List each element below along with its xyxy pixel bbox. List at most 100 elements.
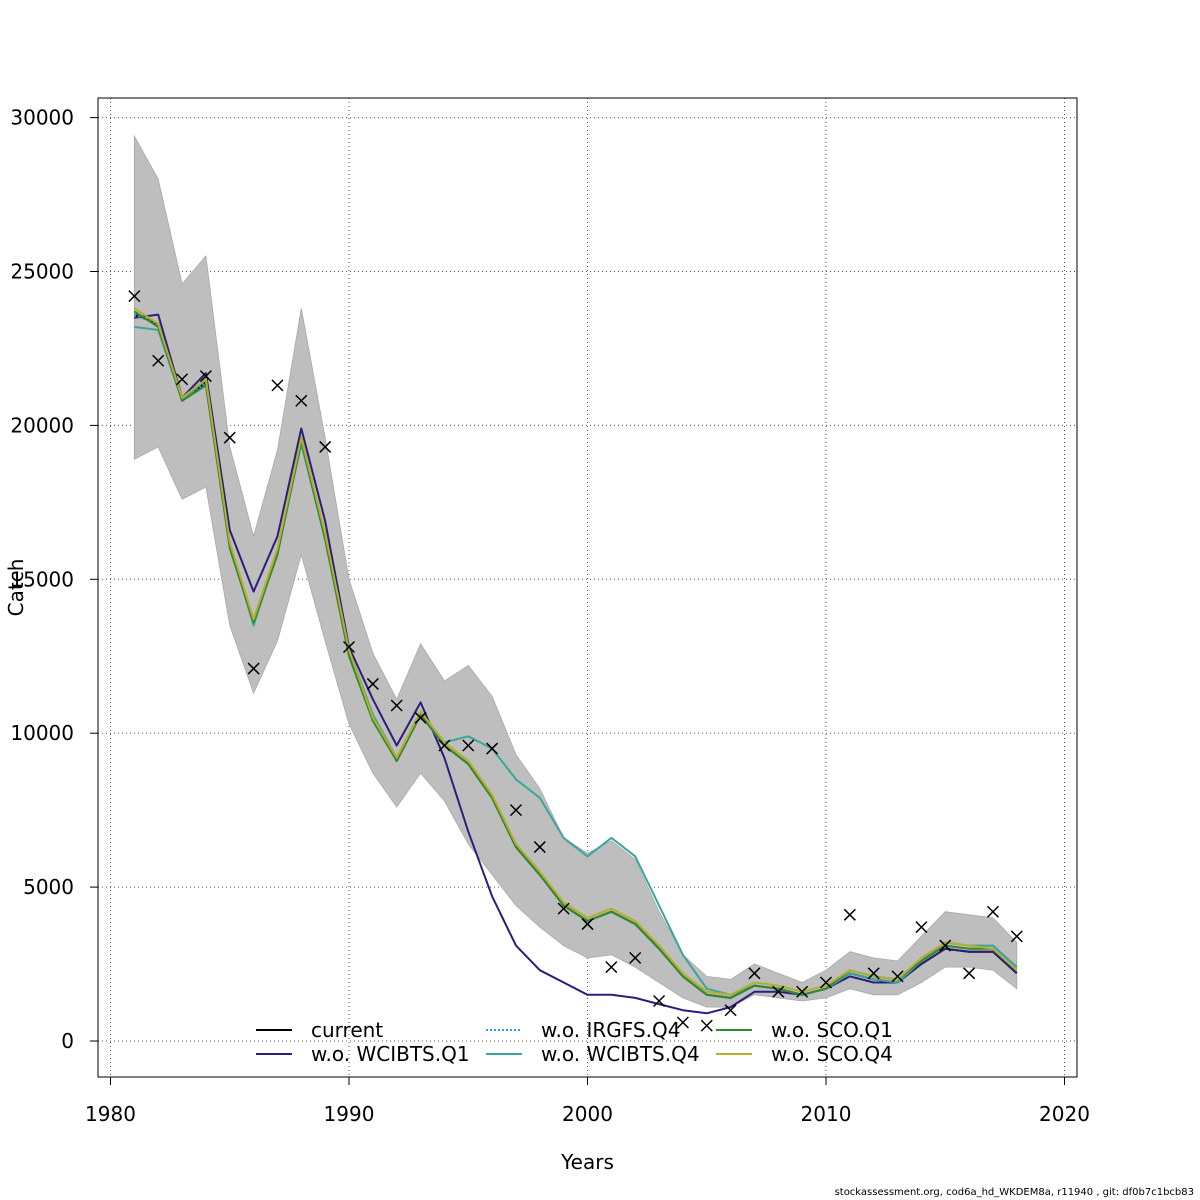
observed-point-stroke: [796, 985, 809, 998]
y-tick-label: 0: [61, 1029, 74, 1053]
observed-point: [629, 951, 642, 964]
y-axis: 0 5000 10000 15000 20000 25000 30000: [10, 106, 99, 1053]
observed-point: [915, 921, 928, 934]
observed-point: [223, 431, 236, 444]
observed-point-stroke: [891, 970, 904, 983]
observed-point: [819, 976, 833, 989]
legend-label: w.o. WCIBTS.Q4: [541, 1042, 700, 1066]
observed-point-stroke: [366, 677, 379, 690]
observed-point: [796, 985, 809, 998]
observed-point: [486, 742, 499, 755]
observed-point-stroke: [486, 742, 499, 755]
observed-point: [152, 354, 165, 367]
y-tick-label: 30000: [10, 106, 74, 130]
legend-label: w.o. WCIBTS.Q1: [311, 1042, 470, 1066]
observed-point-stroke: [509, 804, 522, 817]
observed-point-stroke: [581, 918, 594, 931]
observed-point: [295, 394, 308, 407]
observed-point: [176, 373, 189, 386]
observed-point-stroke: [605, 961, 618, 974]
observed-point-stroke: [843, 908, 856, 921]
observed-point-stroke: [533, 841, 546, 854]
observed-point: [247, 662, 260, 675]
observed-point-stroke: [915, 921, 928, 934]
observed-point-stroke: [653, 994, 666, 1008]
observed-point-stroke: [319, 440, 332, 453]
x-axis: 1980 1990 2000 2010 2020: [85, 1076, 1090, 1126]
observed-point: [533, 841, 546, 854]
observed-point-stroke: [199, 370, 212, 383]
observed-point-stroke: [414, 711, 427, 724]
observed-point: [843, 908, 856, 921]
observed-point: [653, 994, 666, 1008]
observed-points: [128, 290, 1023, 1032]
footer-text: stockassessment.org, cod6a_hd_WKDEM8a, r…: [834, 1187, 1194, 1198]
y-tick-label: 10000: [10, 721, 74, 745]
observed-point: [199, 370, 212, 383]
observed-point: [414, 711, 427, 724]
observed-point-stroke: [772, 985, 785, 998]
observed-point-stroke: [939, 939, 952, 952]
observed-point: [700, 1019, 713, 1032]
observed-point: [128, 290, 141, 303]
observed-point: [963, 967, 976, 980]
observed-point-stroke: [1010, 930, 1023, 943]
observed-point-stroke: [724, 1004, 737, 1017]
observed-point-stroke: [462, 739, 475, 752]
x-tick-label: 2010: [801, 1102, 852, 1126]
x-tick-label: 1990: [324, 1102, 375, 1126]
observed-point-stroke: [390, 699, 403, 712]
y-tick-label: 15000: [10, 567, 74, 591]
observed-point-stroke: [963, 967, 976, 980]
observed-point-stroke: [438, 739, 451, 752]
observed-point: [867, 967, 880, 980]
observed-point: [748, 967, 761, 980]
observed-point-stroke: [342, 640, 356, 654]
observed-point-stroke: [223, 431, 236, 444]
legend-label: current: [311, 1018, 383, 1042]
observed-point: [557, 902, 570, 915]
series-lines: [133, 307, 1018, 1015]
observed-point: [772, 985, 785, 998]
observed-point-stroke: [700, 1019, 713, 1032]
observed-point-stroke: [629, 951, 642, 964]
observed-point: [271, 379, 284, 392]
observed-point-stroke: [819, 976, 833, 989]
observed-point: [676, 1016, 689, 1029]
x-tick-label: 2000: [562, 1102, 613, 1126]
observed-point: [939, 939, 952, 952]
observed-point-stroke: [748, 967, 761, 980]
series-line-5: [133, 307, 1018, 996]
observed-point-stroke: [557, 902, 570, 915]
observed-point: [1010, 930, 1023, 943]
observed-point-stroke: [295, 394, 308, 407]
observed-point-stroke: [271, 379, 284, 392]
observed-point-stroke: [152, 354, 165, 367]
y-axis-label: Catch: [4, 559, 28, 617]
observed-point-stroke: [867, 967, 880, 980]
observed-point: [366, 677, 379, 690]
observed-point: [605, 961, 618, 974]
x-axis-label: Years: [560, 1150, 614, 1174]
series-line-1: [134, 313, 1018, 1015]
legend-label: w.o. IRGFS.Q4: [541, 1018, 680, 1042]
confidence-band: [133, 134, 1018, 1008]
confidence-band-area: [133, 134, 1018, 1008]
legend-label: w.o. SCO.Q4: [771, 1042, 893, 1066]
observed-point-stroke: [176, 373, 189, 386]
observed-point-stroke: [247, 662, 260, 675]
observed-point-stroke: [986, 905, 999, 918]
observed-point: [724, 1004, 737, 1017]
observed-point-stroke: [128, 290, 141, 303]
y-tick-label: 20000: [10, 413, 74, 437]
observed-point: [319, 440, 332, 453]
observed-point: [891, 970, 904, 983]
x-tick-label: 1980: [85, 1102, 136, 1126]
y-tick-label: 25000: [10, 260, 74, 284]
observed-point: [390, 699, 403, 712]
observed-point: [438, 739, 451, 752]
observed-point-stroke: [676, 1016, 689, 1029]
observed-point: [462, 739, 475, 752]
